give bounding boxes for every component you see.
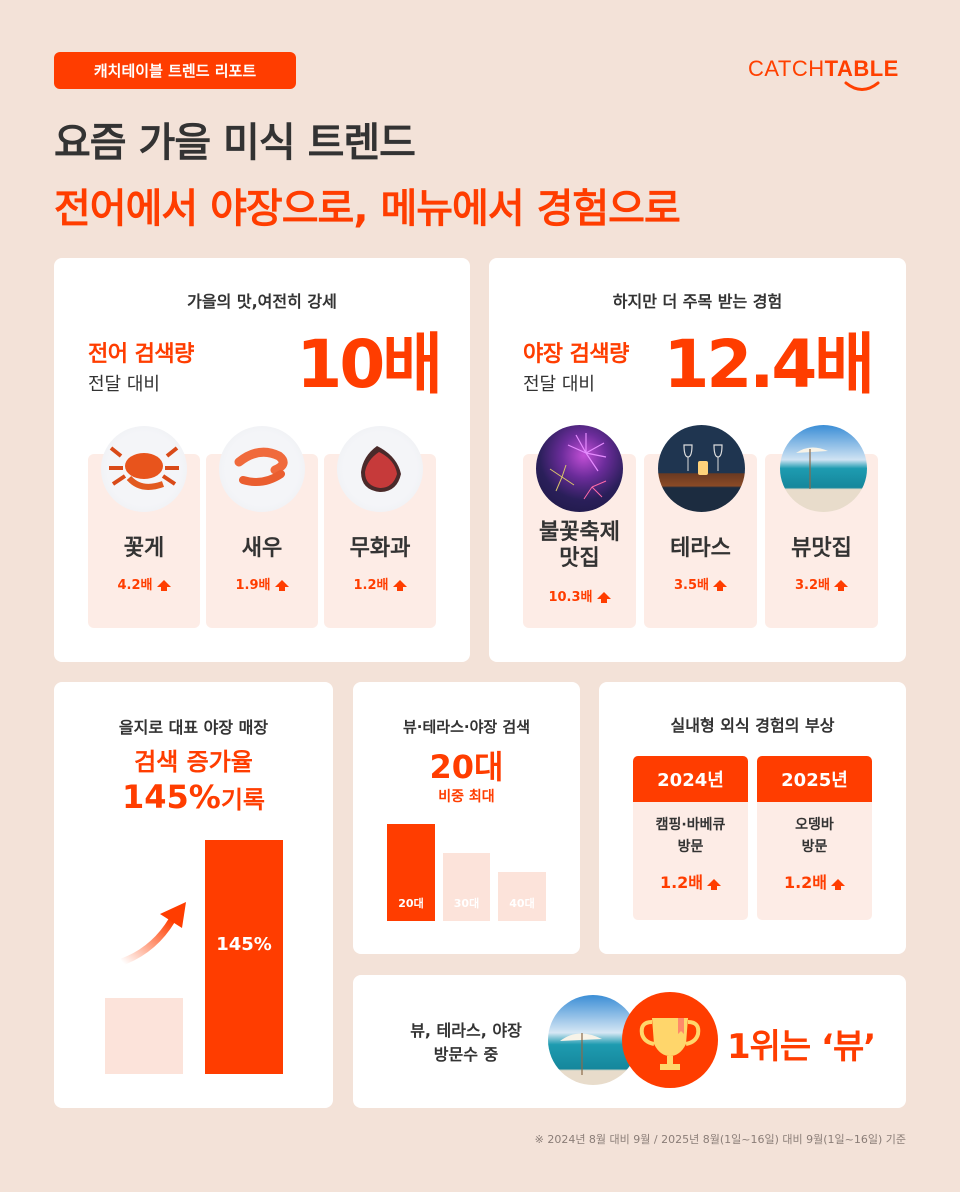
year-value: 1.2배 <box>633 869 748 893</box>
bar-30s: 30대 <box>443 853 490 921</box>
item-name: 뷰맛집 <box>791 536 852 561</box>
ranking-card: 뷰, 테라스, 야장 방문수 중 1위는 ‘뷰’ <box>353 975 906 1108</box>
item-name: 새우 <box>241 536 283 561</box>
comparison-label: 전달 대비 <box>523 374 595 395</box>
ranking-result: 1위는 ‘뷰’ <box>727 1027 876 1067</box>
item-value: 3.2배 <box>765 574 878 593</box>
arrow-up-icon <box>831 878 846 890</box>
age-sub: 비중 최대 <box>438 789 495 805</box>
item-name: 꽃게 <box>123 536 165 561</box>
year-box-2024: 2024년 캠핑·바베큐 방문 1.2배 <box>633 756 748 920</box>
item-value: 4.2배 <box>88 574 200 593</box>
item-name: 불꽃축제 맛집 <box>539 520 620 572</box>
growth-label: 검색 증가율 <box>134 748 253 776</box>
logo-text-table: TABLE <box>824 56 899 81</box>
bar-before <box>105 998 183 1074</box>
trophy-badge <box>622 992 718 1088</box>
year-box-2025: 2025년 오뎅바 방문 1.2배 <box>757 756 872 920</box>
shrimp-image <box>219 426 305 512</box>
bar-after: 145% <box>205 840 283 1074</box>
crab-image <box>101 426 187 512</box>
card-heading: 실내형 외식 경험의 부상 <box>670 716 835 735</box>
growth-record: 145%기록 <box>121 778 266 816</box>
item-value: 1.2배 <box>324 574 436 593</box>
catchtable-logo: CATCHTABLE <box>748 56 900 96</box>
year-label: 2025년 <box>757 756 872 802</box>
terrace-image <box>658 425 745 512</box>
arrow-up-icon <box>392 580 407 591</box>
logo-text-catch: CATCH <box>748 56 825 81</box>
big-value: 10배 <box>296 326 443 403</box>
card-heading: 하지만 더 주목 받는 경험 <box>612 292 783 311</box>
card-heading: 가을의 맛,여전히 강세 <box>187 292 337 311</box>
year-label: 2024년 <box>633 756 748 802</box>
year-description: 캠핑·바베큐 방문 <box>655 817 726 856</box>
item-name: 테라스 <box>670 536 731 561</box>
age-group-card: 뷰·테라스·야장 검색 20대 비중 최대 20대 30대 40대 <box>353 682 580 954</box>
item-value: 10.3배 <box>523 586 636 605</box>
item-value: 3.5배 <box>644 574 757 593</box>
beach-view-image <box>780 425 867 512</box>
item-name: 무화과 <box>349 536 411 561</box>
fireworks-image <box>536 425 623 512</box>
arrow-up-icon <box>707 878 722 890</box>
page-subtitle: 전어에서 야장으로, 메뉴에서 경험으로 <box>54 186 681 232</box>
fig-image <box>337 426 423 512</box>
year-value: 1.2배 <box>757 869 872 893</box>
card-heading: 을지로 대표 야장 매장 <box>118 718 269 737</box>
experience-trend-card: 하지만 더 주목 받는 경험 야장 검색량 전달 대비 12.4배 불꽃축제 맛집… <box>489 258 906 662</box>
arrow-up-icon <box>274 580 289 591</box>
bar-value-label: 145% <box>216 934 272 955</box>
page-title: 요즘 가을 미식 트렌드 <box>54 120 416 166</box>
arrow-up-icon <box>596 592 611 603</box>
smile-icon <box>844 81 880 91</box>
item-value: 1.9배 <box>206 574 318 593</box>
highlight-label: 야장 검색량 <box>523 342 629 367</box>
year-description: 오뎅바 방문 <box>795 817 834 856</box>
age-highlight: 20대 <box>429 748 504 786</box>
bar-40s: 40대 <box>498 872 546 921</box>
arrow-up-icon <box>834 580 848 591</box>
arrow-up-icon <box>156 580 171 591</box>
euljiro-growth-card: 을지로 대표 야장 매장 검색 증가율 145%기록 145% <box>54 682 333 1108</box>
arrow-up-icon <box>713 580 727 591</box>
food-trend-card: 가을의 맛,여전히 강세 전어 검색량 전달 대비 10배 꽃게 4.2배 새우… <box>54 258 470 662</box>
comparison-label: 전달 대비 <box>88 374 160 395</box>
trophy-icon <box>639 1018 701 1070</box>
big-value: 12.4배 <box>663 326 875 403</box>
card-heading: 뷰·테라스·야장 검색 <box>402 718 531 736</box>
bar-20s: 20대 <box>387 824 435 921</box>
highlight-label: 전어 검색량 <box>88 342 194 367</box>
ranking-description: 뷰, 테라스, 야장 방문수 중 <box>410 1021 522 1064</box>
report-badge: 캐치테이블 트렌드 리포트 <box>54 52 296 89</box>
footnote: ※ 2024년 8월 대비 9월 / 2025년 8월(1일~16일) 대비 9… <box>534 1133 906 1146</box>
growth-arrow-icon <box>120 902 186 966</box>
indoor-dining-card: 실내형 외식 경험의 부상 2024년 캠핑·바베큐 방문 1.2배 2025년 … <box>599 682 906 954</box>
